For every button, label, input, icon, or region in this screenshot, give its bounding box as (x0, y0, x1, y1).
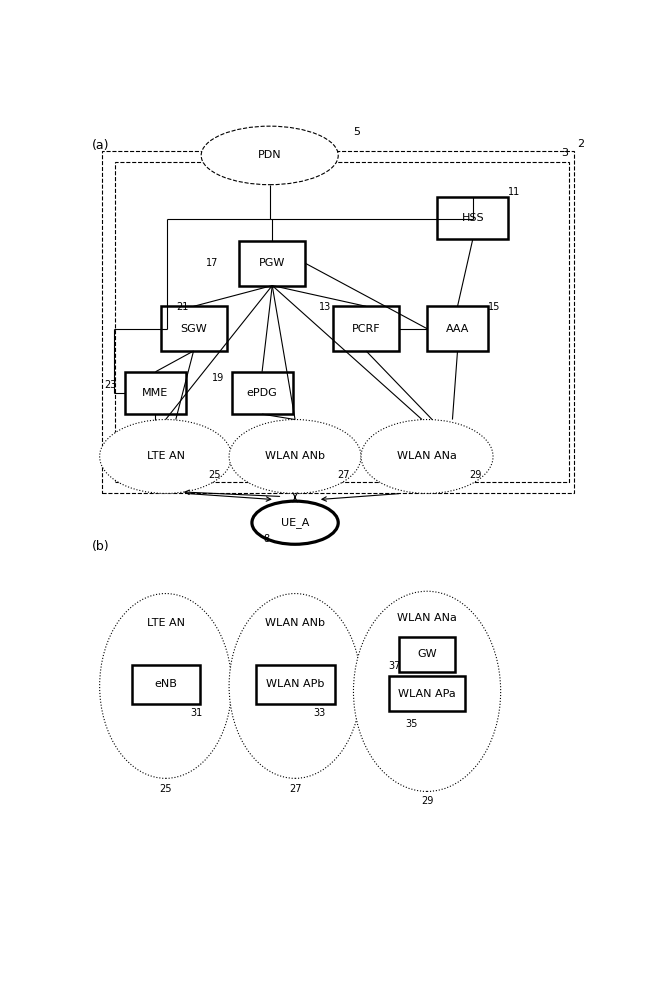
Text: 8: 8 (263, 534, 270, 544)
Text: UE_A: UE_A (281, 517, 309, 528)
Text: 17: 17 (206, 258, 218, 268)
Text: WLAN APb: WLAN APb (266, 679, 324, 689)
Bar (232, 372, 293, 414)
Text: HSS: HSS (461, 213, 484, 223)
Text: 21: 21 (176, 302, 188, 312)
Text: 5: 5 (354, 127, 360, 137)
Bar (115, 162, 569, 482)
Ellipse shape (100, 594, 232, 778)
Text: 25: 25 (159, 784, 172, 794)
Text: SGW: SGW (180, 324, 207, 334)
Text: eNB: eNB (155, 679, 178, 689)
Text: (a): (a) (92, 139, 109, 152)
Text: 23: 23 (104, 379, 117, 389)
Ellipse shape (229, 420, 361, 493)
Text: 31: 31 (190, 708, 202, 718)
Text: 3: 3 (561, 148, 569, 158)
Text: MME: MME (142, 388, 168, 398)
Text: 2: 2 (577, 139, 584, 149)
Text: 25: 25 (208, 470, 220, 480)
Text: 19: 19 (212, 373, 224, 383)
Text: (b): (b) (92, 540, 109, 553)
Text: PCRF: PCRF (352, 324, 381, 334)
Bar (333, 306, 399, 351)
Ellipse shape (361, 420, 493, 493)
Text: PDN: PDN (258, 150, 282, 160)
Bar (389, 676, 465, 711)
Bar (427, 306, 488, 351)
Text: WLAN ANb: WLAN ANb (265, 618, 325, 628)
Ellipse shape (100, 420, 232, 493)
Bar (399, 637, 455, 672)
Text: LTE AN: LTE AN (147, 618, 185, 628)
Text: WLAN ANb: WLAN ANb (265, 451, 325, 461)
Text: 29: 29 (421, 796, 433, 806)
Bar (125, 372, 186, 414)
Text: 27: 27 (289, 784, 301, 794)
Text: 11: 11 (508, 187, 521, 197)
Text: WLAN ANa: WLAN ANa (397, 451, 457, 461)
Bar (438, 197, 508, 239)
Text: ePDG: ePDG (247, 388, 278, 398)
Text: 13: 13 (320, 302, 331, 312)
Text: LTE AN: LTE AN (147, 451, 185, 461)
Text: 15: 15 (488, 302, 500, 312)
Bar (239, 241, 305, 286)
Bar (160, 306, 227, 351)
Bar (132, 665, 200, 704)
Ellipse shape (201, 126, 338, 185)
Text: AAA: AAA (446, 324, 469, 334)
Ellipse shape (354, 591, 500, 791)
Bar (102, 151, 574, 493)
Text: 37: 37 (388, 661, 401, 671)
Bar (256, 665, 335, 704)
Text: 29: 29 (469, 470, 481, 480)
Ellipse shape (229, 594, 361, 778)
Text: 33: 33 (313, 708, 325, 718)
Ellipse shape (252, 501, 338, 544)
Text: WLAN ANa: WLAN ANa (397, 613, 457, 623)
Text: GW: GW (417, 649, 437, 659)
Text: 35: 35 (405, 719, 418, 729)
Text: PGW: PGW (259, 258, 286, 268)
Text: WLAN APa: WLAN APa (398, 689, 456, 699)
Text: 27: 27 (337, 470, 350, 480)
